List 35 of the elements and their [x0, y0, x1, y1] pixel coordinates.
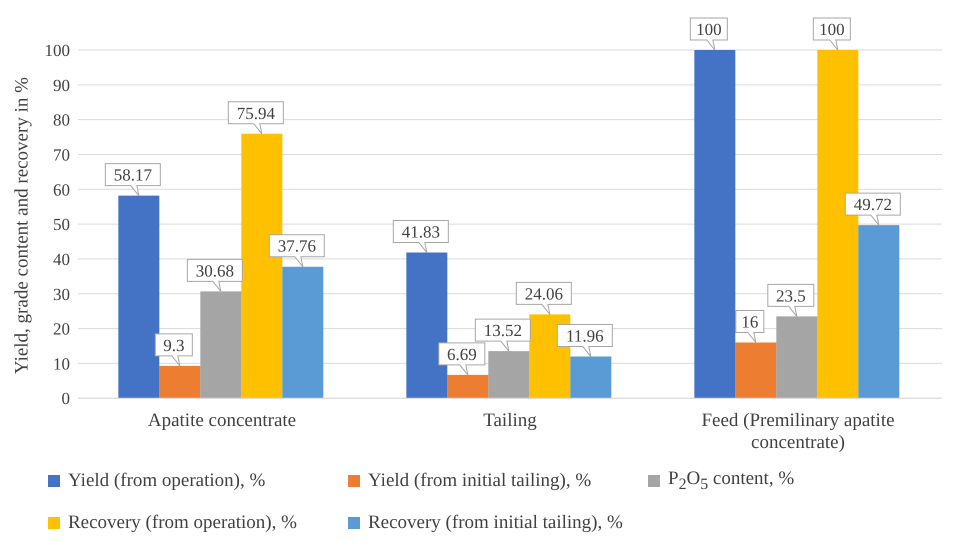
y-tick-label: 30 — [53, 284, 70, 304]
y-tick-label: 100 — [44, 41, 70, 60]
data-label: 100 — [819, 20, 845, 39]
legend-label: P$_{2}$O$_{5}$ content, % — [668, 468, 794, 494]
y-tick-label: 50 — [53, 215, 70, 234]
y-tick-label: 40 — [53, 250, 70, 269]
data-label: 6.69 — [446, 344, 477, 364]
data-label: 100 — [696, 20, 722, 39]
data-label: 9.3 — [163, 336, 184, 355]
y-tick-label: 20 — [53, 320, 70, 339]
data-label: 11.96 — [566, 326, 604, 346]
legend-label: Yield (from operation), % — [68, 470, 266, 492]
x-tick-label: Feed (Premilinary apatite concentrate) — [701, 410, 895, 454]
data-label: 30.68 — [196, 261, 234, 280]
data-label: 58.17 — [114, 166, 152, 185]
legend-label: Recovery (from initial tailing), % — [368, 512, 623, 534]
data-label: 41.83 — [402, 222, 440, 242]
y-tick-label: 0 — [62, 389, 70, 408]
data-label: 16 — [741, 312, 758, 332]
y-tick-label: 60 — [53, 180, 70, 200]
legend-label: Yield (from initial tailing), % — [368, 470, 592, 492]
data-label: 75.94 — [236, 104, 276, 123]
y-tick-label: 70 — [53, 145, 70, 164]
data-label: 49.72 — [854, 195, 892, 214]
y-tick-label: 90 — [53, 76, 70, 95]
data-label: 24.06 — [524, 284, 563, 304]
y-axis-title: Yield, grade content and recovery in % — [12, 76, 33, 374]
legend-label: Recovery (from operation), % — [68, 512, 297, 534]
y-tick-label: 10 — [53, 354, 70, 374]
x-tick-label: Apatite concentrate — [148, 410, 296, 432]
y-tick-label: 80 — [53, 110, 70, 130]
x-tick-label: Tailing — [483, 410, 538, 432]
data-label: 23.5 — [776, 286, 806, 306]
data-label: 13.52 — [484, 321, 522, 340]
data-label: 37.76 — [278, 236, 316, 256]
